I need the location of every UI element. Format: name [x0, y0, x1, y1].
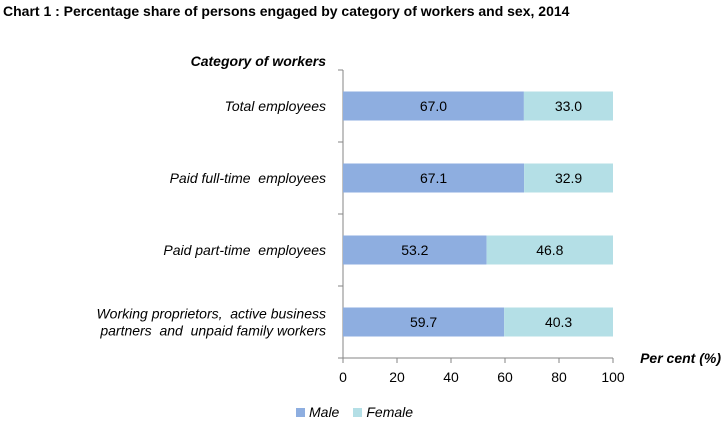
bar-male-3 [343, 307, 505, 337]
bar-female-1 [524, 163, 613, 193]
legend-item-female: Female [353, 404, 413, 420]
data-label-male-2: 53.2 [401, 242, 428, 258]
x-tick-label: 60 [497, 369, 513, 385]
x-axis-title: Per cent (%) [640, 350, 721, 366]
category-label: Paid full-time employees [170, 170, 326, 186]
legend-label-male: Male [309, 404, 340, 420]
x-tick-label: 0 [339, 369, 347, 385]
category-label: Working proprietors, active business [96, 306, 326, 322]
data-label-female-1: 32.9 [555, 170, 582, 186]
bar-male-0 [343, 91, 524, 121]
legend: Male Female [296, 404, 427, 420]
legend-item-male: Male [296, 404, 339, 420]
x-tick-label: 20 [389, 369, 405, 385]
category-label: Total employees [225, 98, 326, 114]
legend-label-female: Female [366, 404, 414, 420]
category-label: partners and unpaid family workers [99, 323, 326, 339]
x-tick-label: 100 [601, 369, 625, 385]
legend-swatch-male [296, 407, 305, 417]
data-label-male-1: 67.1 [420, 170, 447, 186]
data-label-female-2: 46.8 [536, 242, 563, 258]
legend-swatch-female [353, 407, 363, 417]
data-label-male-0: 67.0 [420, 98, 447, 114]
bar-female-2 [486, 235, 613, 265]
bar-male-2 [343, 235, 487, 265]
data-label-female-0: 33.0 [555, 98, 582, 114]
x-tick-label: 80 [551, 369, 567, 385]
data-label-female-3: 40.3 [545, 314, 572, 330]
bar-male-1 [343, 163, 525, 193]
category-label: Paid part-time employees [163, 242, 326, 258]
chart-plot: 0 20 40 60 80 100 Category of workers Per cent … [96, 53, 721, 385]
data-label-male-3: 59.7 [410, 314, 437, 330]
y-axis-title: Category of workers [191, 53, 327, 69]
bar-female-3 [504, 307, 613, 337]
bar-female-0 [523, 91, 613, 121]
chart-title: Chart 1 : Percentage share of persons en… [3, 3, 570, 19]
x-tick-label: 40 [443, 369, 459, 385]
